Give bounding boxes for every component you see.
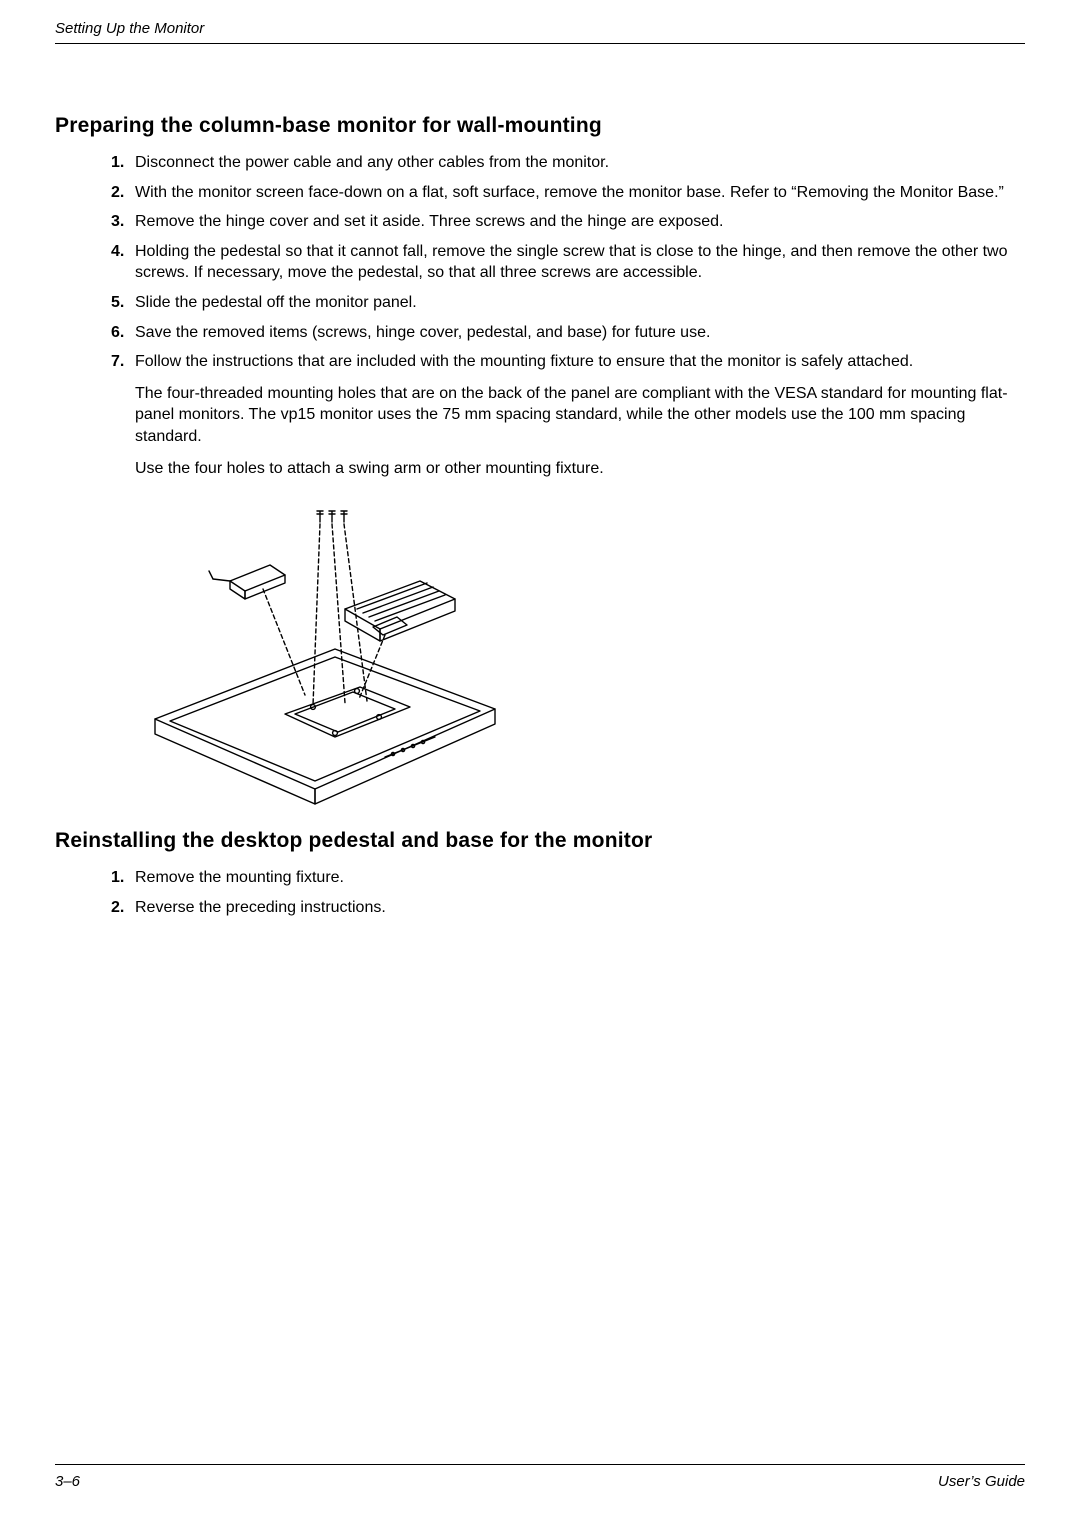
step-7-para-2: Use the four holes to attach a swing arm… xyxy=(135,458,1025,480)
step2-2: Reverse the preceding instructions. xyxy=(135,897,1025,919)
doc-title: User’s Guide xyxy=(938,1473,1025,1490)
page-number: 3–6 xyxy=(55,1473,80,1490)
section1-heading: Preparing the column-base monitor for wa… xyxy=(55,114,1025,138)
step-7-text: Follow the instructions that are include… xyxy=(135,353,913,370)
step-7-para-1: The four-threaded mounting holes that ar… xyxy=(135,383,1025,448)
step-4: Holding the pedestal so that it cannot f… xyxy=(135,241,1025,284)
exploded-diagram xyxy=(55,489,515,809)
step-1: Disconnect the power cable and any other… xyxy=(135,152,1025,174)
running-header: Setting Up the Monitor xyxy=(55,20,1025,44)
step-3: Remove the hinge cover and set it aside.… xyxy=(135,211,1025,233)
section2-steps: Remove the mounting fixture. Reverse the… xyxy=(55,867,1025,918)
step-5: Slide the pedestal off the monitor panel… xyxy=(135,292,1025,314)
page-footer: 3–6 User’s Guide xyxy=(55,1464,1025,1490)
section2-heading: Reinstalling the desktop pedestal and ba… xyxy=(55,829,1025,853)
step2-1: Remove the mounting fixture. xyxy=(135,867,1025,889)
section1-steps: Disconnect the power cable and any other… xyxy=(55,152,1025,479)
page: Setting Up the Monitor Preparing the col… xyxy=(0,0,1080,1524)
monitor-exploded-svg xyxy=(135,489,515,809)
step-6: Save the removed items (screws, hinge co… xyxy=(135,322,1025,344)
step-7: Follow the instructions that are include… xyxy=(135,351,1025,479)
step-2: With the monitor screen face-down on a f… xyxy=(135,182,1025,204)
